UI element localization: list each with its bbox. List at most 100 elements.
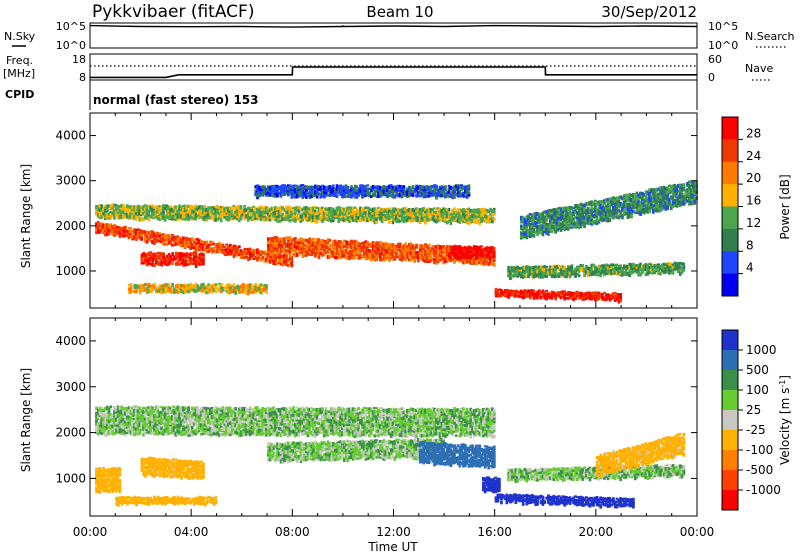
rti-cell — [155, 258, 158, 263]
rti-cell — [442, 216, 445, 220]
rti-cell — [436, 253, 440, 258]
rti-cell — [366, 208, 370, 212]
rti-cell — [386, 242, 390, 247]
rti-cell — [603, 270, 606, 273]
rti-cell — [199, 205, 203, 210]
rti-cell — [590, 202, 594, 206]
rti-cell — [476, 218, 480, 223]
rti-cell — [641, 269, 644, 275]
rti-cell — [673, 264, 677, 268]
rti-cell — [109, 206, 113, 209]
rti-cell — [238, 253, 241, 256]
rti-cell — [330, 250, 334, 255]
noise-panel: N.Sky 10^5 10^0 10^5 10^0 N.Search — [4, 20, 795, 52]
rti-cell — [198, 206, 201, 210]
rti-cell — [554, 292, 558, 296]
rti-cell — [603, 267, 606, 271]
rti-cell — [604, 206, 608, 211]
rti-cell — [270, 249, 274, 253]
rti-cell — [496, 294, 500, 298]
rti-cell — [633, 211, 637, 215]
rti-cell — [364, 250, 368, 256]
rti-cell — [673, 261, 677, 265]
rti-cell — [576, 269, 579, 272]
rti-cell — [375, 248, 379, 253]
rti-cell — [442, 258, 446, 263]
rti-cell — [185, 244, 189, 248]
rti-cell — [377, 253, 380, 258]
rti-cell — [529, 266, 532, 271]
rti-cell — [527, 271, 530, 275]
rti-cell — [684, 198, 688, 203]
rti-cell — [467, 214, 471, 217]
rti-cell — [301, 243, 305, 248]
rti-cell — [650, 263, 653, 266]
rti-cell — [680, 198, 684, 202]
rti-cell — [657, 187, 661, 191]
rti-cell — [615, 297, 619, 301]
rti-cell — [228, 214, 232, 217]
rti-cell — [518, 290, 521, 294]
rti-cell — [585, 217, 588, 220]
rti-cell — [131, 205, 134, 210]
rti-cell — [619, 213, 623, 216]
rti-cell — [377, 216, 380, 219]
rti-cell — [331, 216, 335, 219]
rti-cell — [523, 234, 527, 238]
rti-cell — [371, 248, 375, 253]
rti-cell — [288, 247, 292, 251]
rti-cell — [422, 212, 426, 217]
rti-cell — [682, 186, 686, 191]
rti-cell — [447, 219, 451, 223]
rti-cell — [295, 208, 299, 212]
rti-cell — [236, 216, 239, 219]
rti-cell — [133, 228, 136, 231]
rti-cell — [310, 206, 313, 210]
rti-cell — [688, 185, 691, 190]
rti-cell — [435, 219, 438, 224]
rti-cell — [465, 257, 469, 261]
rti-cell — [577, 214, 581, 217]
rti-cell — [458, 214, 462, 219]
rti-cell — [201, 246, 205, 249]
rti-cell — [471, 252, 474, 256]
rti-cell — [209, 249, 212, 252]
rti-cell — [454, 257, 458, 262]
rti-cell — [281, 254, 285, 258]
rti-cell — [239, 207, 243, 210]
rti-cell — [140, 283, 144, 286]
rti-cell — [686, 192, 689, 196]
rti-cell — [167, 286, 171, 291]
rti-cell — [529, 295, 532, 300]
rti-cell — [492, 210, 496, 214]
rti-cell — [142, 260, 146, 265]
rti-cell — [134, 217, 138, 221]
rti-cell — [350, 215, 353, 219]
rti-cell — [543, 273, 547, 278]
rti-cell — [194, 255, 198, 259]
rti-cell — [509, 292, 512, 297]
rti-cell — [659, 205, 662, 209]
rti-cell — [590, 294, 594, 297]
rti-cell — [145, 209, 149, 214]
rti-cell — [590, 296, 594, 301]
rti-cell — [162, 252, 166, 256]
rti-cell — [576, 203, 579, 208]
rti-cell — [326, 238, 330, 243]
rti-cell — [463, 217, 467, 223]
rti-cell — [138, 228, 142, 231]
rti-cell — [154, 234, 158, 237]
rti-cell — [133, 214, 136, 218]
rti-cell — [337, 218, 341, 223]
rti-cell — [169, 256, 173, 260]
rti-cell — [357, 210, 360, 213]
rti-cell — [228, 206, 232, 211]
rti-cell — [290, 261, 294, 266]
rti-cell — [653, 188, 657, 193]
rti-cell — [194, 259, 198, 264]
rti-cell — [100, 227, 104, 230]
rti-cell — [485, 215, 489, 218]
rti-cell — [245, 290, 249, 296]
rti-cell — [163, 236, 167, 242]
